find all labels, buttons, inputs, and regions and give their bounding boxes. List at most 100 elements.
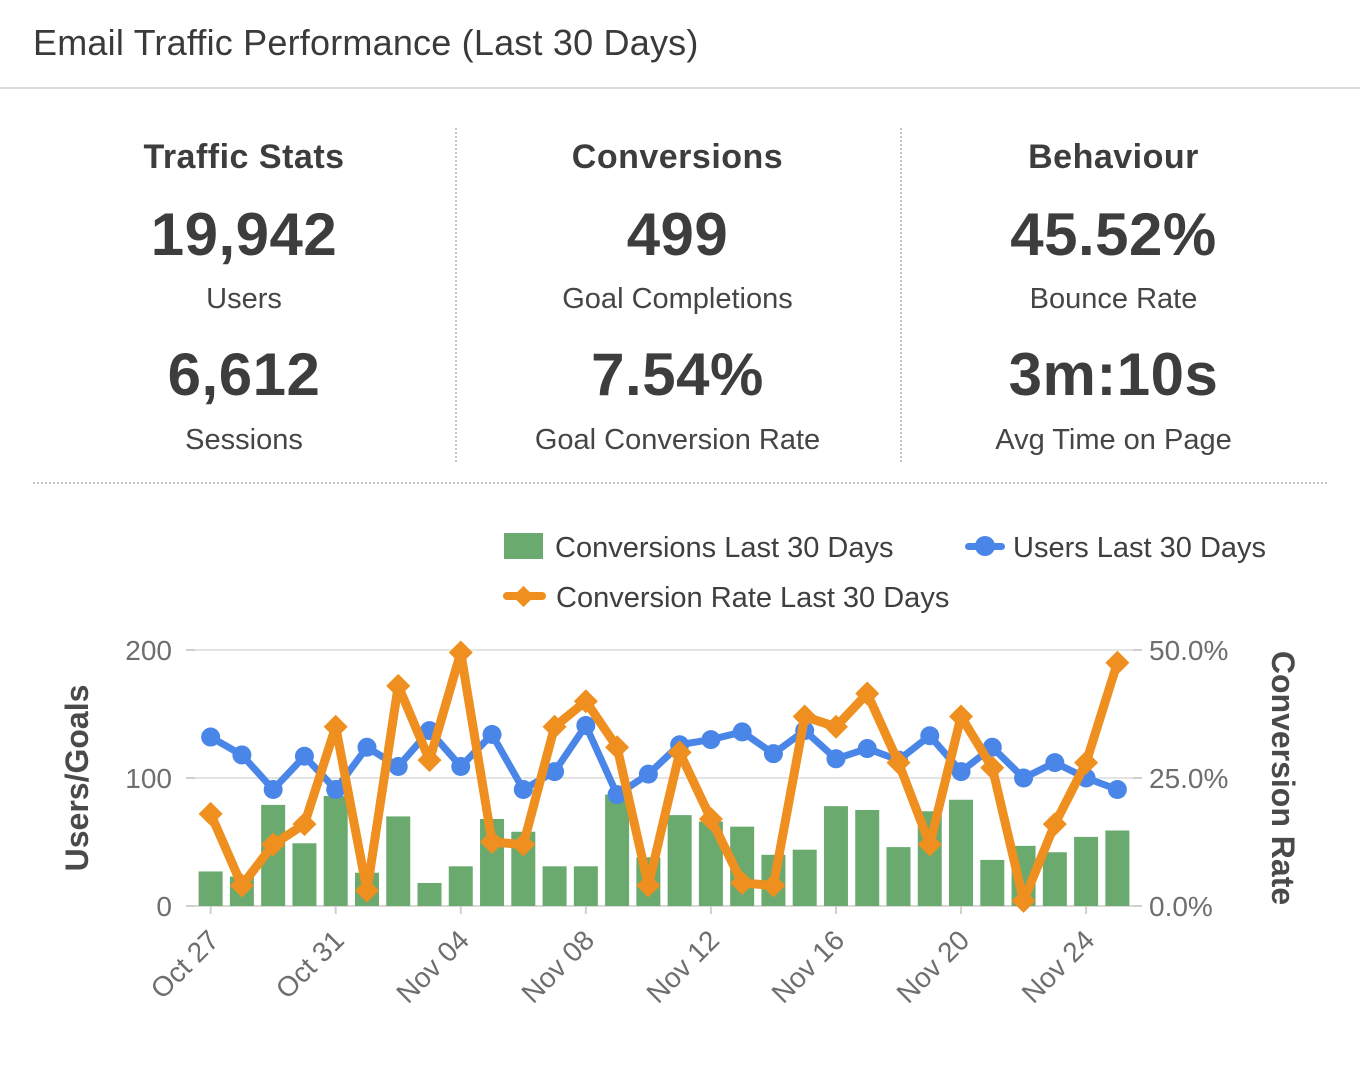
rate-point[interactable] <box>292 812 317 837</box>
stat-heading: Conversions <box>571 138 784 176</box>
rate-point[interactable] <box>542 714 567 739</box>
legend-label-rate[interactable]: Conversion Rate Last 30 Days <box>556 582 950 614</box>
users-point[interactable] <box>326 780 346 800</box>
legend-dot-blue <box>975 536 995 556</box>
legend-label-users[interactable]: Users Last 30 Days <box>1013 532 1267 564</box>
stat-divider <box>455 128 457 462</box>
users-point[interactable] <box>857 739 877 759</box>
rate-point[interactable] <box>823 714 848 739</box>
rate-point[interactable] <box>480 830 505 854</box>
users-point[interactable] <box>201 727 221 747</box>
rate-point[interactable] <box>949 704 974 729</box>
users-point[interactable] <box>357 737 377 757</box>
conversions-bar[interactable] <box>605 794 630 906</box>
conversions-bar[interactable] <box>417 882 442 906</box>
users-point[interactable] <box>1107 780 1127 800</box>
page-title: Email Traffic Performance (Last 30 Days) <box>33 22 699 63</box>
rate-point[interactable] <box>636 873 661 898</box>
rate-point[interactable] <box>448 640 473 665</box>
conversions-bar[interactable] <box>573 866 598 906</box>
stat-heading: Traffic Stats <box>143 138 345 176</box>
users-point[interactable] <box>263 780 283 800</box>
conversions-bar[interactable] <box>323 795 348 906</box>
conversions-bar[interactable] <box>792 849 817 906</box>
users-point[interactable] <box>388 756 408 776</box>
stat-heading: Behaviour <box>1028 138 1199 176</box>
conversions-bar[interactable] <box>1105 830 1130 906</box>
rate-point[interactable] <box>198 801 223 826</box>
rate-point[interactable] <box>730 870 755 895</box>
stat-label-users: Users <box>206 283 282 315</box>
users-point[interactable] <box>607 785 627 805</box>
users-point[interactable] <box>294 746 314 766</box>
rate-point[interactable] <box>917 832 942 857</box>
users-point[interactable] <box>638 764 658 784</box>
left-axis-label: 100 <box>125 763 172 794</box>
conversions-bar[interactable] <box>886 847 911 906</box>
conversions-bar[interactable] <box>1074 836 1099 906</box>
x-axis-label: Oct 27 <box>145 924 225 1004</box>
rate-point[interactable] <box>1011 888 1036 913</box>
rate-point[interactable] <box>605 735 630 760</box>
rate-point[interactable] <box>698 806 723 831</box>
rate-point[interactable] <box>1042 812 1067 837</box>
stat-value-goal-completions: 499 <box>626 201 729 268</box>
users-point[interactable] <box>1014 768 1034 788</box>
conversions-bar[interactable] <box>823 806 848 906</box>
left-axis-title: Users/Goals <box>59 685 95 872</box>
conversions-bar[interactable] <box>1042 852 1067 906</box>
rate-point[interactable] <box>417 748 442 773</box>
stat-value-goal-conversion-rate: 7.54% <box>591 341 764 408</box>
users-point[interactable] <box>1045 753 1065 773</box>
conversions-bar[interactable] <box>980 859 1005 906</box>
conversions-bar[interactable] <box>386 816 411 906</box>
legend-swatch-conversions[interactable] <box>504 533 543 559</box>
conversions-bar[interactable] <box>667 815 692 906</box>
rate-point[interactable] <box>667 740 692 765</box>
stat-value-bounce-rate: 45.52% <box>1010 201 1217 268</box>
rate-point[interactable] <box>261 832 286 857</box>
users-point[interactable] <box>763 744 783 764</box>
legend-marker-users[interactable] <box>965 536 1005 556</box>
rate-point[interactable] <box>229 873 254 898</box>
users-point[interactable] <box>545 762 565 782</box>
stat-label-goal-conversion-rate: Goal Conversion Rate <box>534 424 821 456</box>
rate-point[interactable] <box>761 873 786 898</box>
users-point[interactable] <box>826 749 846 769</box>
users-point[interactable] <box>451 756 471 776</box>
rate-point[interactable] <box>354 878 379 903</box>
users-point[interactable] <box>920 726 940 746</box>
left-axis-label: 200 <box>125 635 172 666</box>
legend-label-conversions[interactable]: Conversions Last 30 Days <box>555 532 894 564</box>
conversions-bar[interactable] <box>198 871 223 906</box>
conversions-bar[interactable] <box>448 866 473 906</box>
right-axis-label: 50.0% <box>1149 635 1228 666</box>
rate-point[interactable] <box>386 673 411 698</box>
stat-value-avg-time: 3m:10s <box>1008 341 1219 408</box>
users-point[interactable] <box>482 724 502 744</box>
users-point[interactable] <box>513 780 533 800</box>
rate-point[interactable] <box>980 755 1005 780</box>
users-point[interactable] <box>232 745 252 765</box>
rate-point[interactable] <box>573 689 598 714</box>
conversions-bar[interactable] <box>542 866 567 906</box>
stat-label-goal-completions: Goal Completions <box>562 283 793 315</box>
users-point[interactable] <box>576 716 596 736</box>
users-point[interactable] <box>701 730 721 750</box>
conversions-bar[interactable] <box>949 799 974 906</box>
rate-point[interactable] <box>1105 650 1130 675</box>
users-point[interactable] <box>732 722 752 742</box>
rate-line <box>206 648 1122 906</box>
rate-point[interactable] <box>1074 750 1099 775</box>
legend-marker-rate[interactable] <box>503 585 546 608</box>
rate-point[interactable] <box>511 832 536 857</box>
conversions-bar[interactable] <box>292 843 317 906</box>
users-point[interactable] <box>951 762 971 782</box>
rate-point[interactable] <box>792 704 817 729</box>
conversions-bar[interactable] <box>855 810 880 906</box>
rate-point[interactable] <box>855 681 880 706</box>
rate-point[interactable] <box>886 750 911 775</box>
rate-point[interactable] <box>323 714 348 739</box>
